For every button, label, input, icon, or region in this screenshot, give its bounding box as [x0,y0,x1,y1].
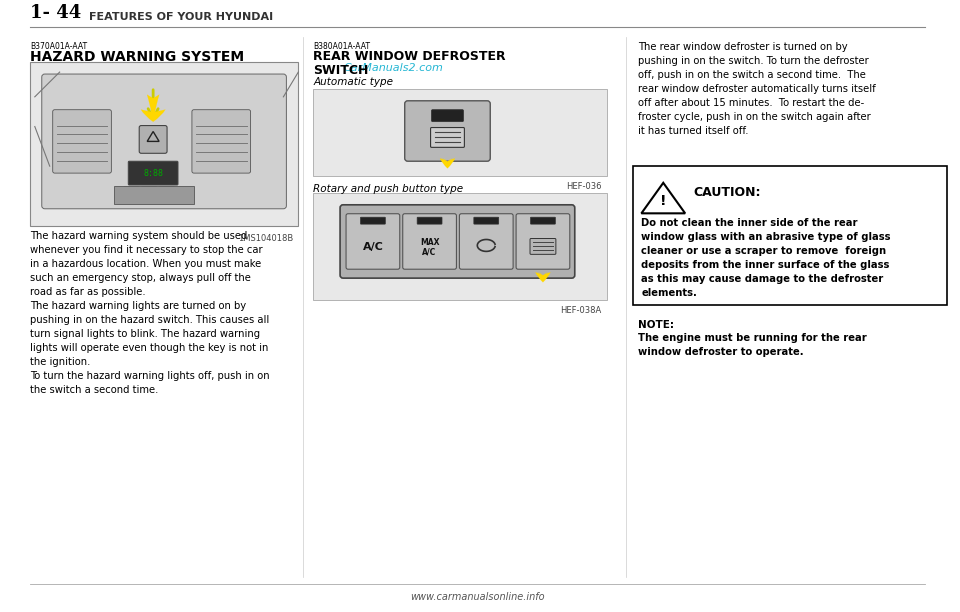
Text: SWITCH: SWITCH [313,64,369,77]
FancyBboxPatch shape [313,89,607,176]
Text: A/C: A/C [363,242,383,252]
Text: HAZARD WARNING SYSTEM: HAZARD WARNING SYSTEM [30,50,244,64]
FancyBboxPatch shape [139,125,167,153]
Text: HEF-036: HEF-036 [566,182,602,191]
Text: Do not clean the inner side of the rear
window glass with an abrasive type of gl: Do not clean the inner side of the rear … [641,218,891,297]
Text: www.carmanualsonline.info: www.carmanualsonline.info [410,592,544,602]
FancyBboxPatch shape [460,214,513,269]
Text: The engine must be running for the rear
window defroster to operate.: The engine must be running for the rear … [638,332,867,357]
FancyBboxPatch shape [53,110,111,173]
Text: B370A01A-AAT: B370A01A-AAT [30,42,87,51]
FancyBboxPatch shape [114,186,194,204]
FancyBboxPatch shape [42,74,286,209]
Text: NOTE:: NOTE: [638,319,675,330]
FancyBboxPatch shape [192,110,251,173]
Text: HEF-038A: HEF-038A [561,306,602,315]
Text: B380A01A-AAT: B380A01A-AAT [313,42,371,51]
FancyBboxPatch shape [129,161,178,185]
Text: The hazard warning system should be used
whenever you find it necessary to stop : The hazard warning system should be used… [30,231,270,395]
Text: !: ! [660,194,666,208]
FancyBboxPatch shape [30,62,299,226]
FancyBboxPatch shape [123,187,139,199]
Text: MAX: MAX [420,238,440,247]
FancyBboxPatch shape [530,239,556,255]
FancyBboxPatch shape [431,127,465,147]
FancyBboxPatch shape [531,217,556,224]
FancyBboxPatch shape [418,217,442,224]
Text: The rear window defroster is turned on by
pushing in on the switch. To turn the : The rear window defroster is turned on b… [638,42,876,136]
FancyBboxPatch shape [516,214,570,269]
Text: 1MS104018B: 1MS104018B [238,234,294,242]
Text: FEATURES OF YOUR HYUNDAI: FEATURES OF YOUR HYUNDAI [89,12,274,21]
FancyBboxPatch shape [474,217,498,224]
FancyBboxPatch shape [432,110,464,122]
FancyBboxPatch shape [313,193,607,300]
Text: Rotary and push button type: Rotary and push button type [313,184,464,194]
Text: A/C: A/C [422,248,437,257]
FancyBboxPatch shape [141,187,157,199]
Polygon shape [641,183,685,214]
FancyBboxPatch shape [346,214,399,269]
Text: 8:88: 8:88 [143,169,163,177]
Text: 1- 44: 1- 44 [30,4,81,21]
Text: CarManuals2.com: CarManuals2.com [343,63,443,73]
Text: CAUTION:: CAUTION: [693,186,760,199]
Bar [634,166,947,305]
FancyBboxPatch shape [405,101,491,161]
Text: REAR WINDOW DEFROSTER: REAR WINDOW DEFROSTER [313,50,506,63]
Text: Automatic type: Automatic type [313,77,394,87]
FancyBboxPatch shape [159,187,175,199]
FancyBboxPatch shape [360,217,385,224]
FancyBboxPatch shape [340,205,575,278]
FancyBboxPatch shape [403,214,456,269]
